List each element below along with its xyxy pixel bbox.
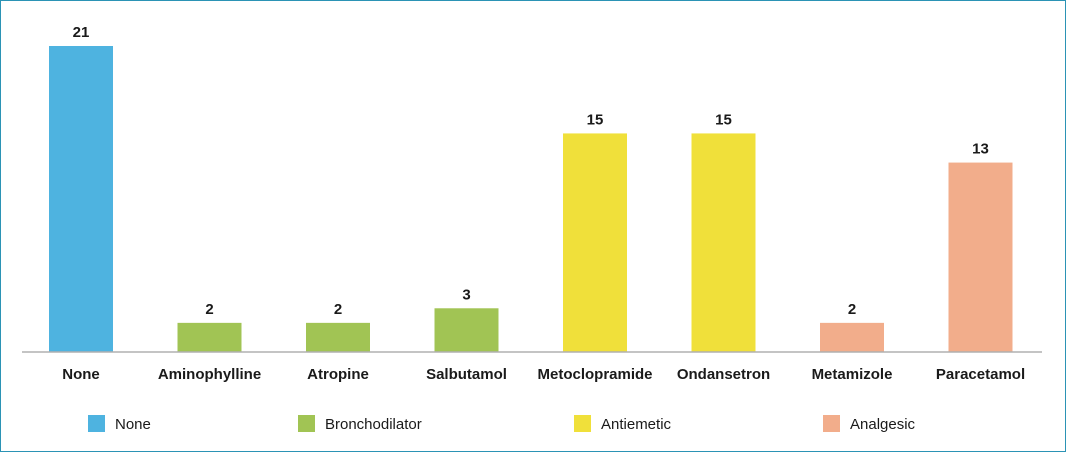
legend: None Bronchodilator Antiemetic Analgesic (88, 415, 916, 433)
bar-metamizole (820, 322, 884, 352)
data-label-metoclopramide: 15 (587, 111, 604, 128)
legend-label-none: None (115, 416, 151, 433)
bar-aminophylline (177, 322, 242, 352)
bars-group (49, 46, 1013, 352)
legend-label-bronchodilator: Bronchodilator (325, 416, 422, 433)
legend-swatch-bronchodilator (298, 415, 315, 432)
bar-paracetamol (948, 162, 1013, 352)
legend-label-analgesic: Analgesic (850, 416, 916, 433)
legend-label-antiemetic: Antiemetic (601, 416, 672, 433)
category-label-metoclopramide: Metoclopramide (537, 366, 652, 383)
bar-none (49, 46, 113, 352)
legend-swatch-antiemetic (574, 415, 591, 432)
data-label-ondansetron: 15 (715, 111, 732, 128)
category-label-none: None (62, 366, 100, 383)
labels-group: 21 None 2 Aminophylline 2 Atropine 3 Salbutamol… (62, 24, 1025, 383)
category-label-aminophylline: Aminophylline (158, 366, 261, 383)
category-label-salbutamol: Salbutamol (426, 366, 507, 383)
data-label-atropine: 2 (334, 301, 342, 318)
bar-ondansetron (691, 133, 756, 352)
bar-salbutamol (434, 308, 499, 352)
data-label-aminophylline: 2 (205, 301, 213, 318)
legend-swatch-none (88, 415, 105, 432)
legend-swatch-analgesic (823, 415, 840, 432)
data-label-salbutamol: 3 (462, 286, 470, 303)
data-label-metamizole: 2 (848, 301, 856, 318)
data-label-paracetamol: 13 (972, 141, 989, 158)
category-label-ondansetron: Ondansetron (677, 366, 770, 383)
data-label-none: 21 (73, 24, 90, 41)
bar-atropine (306, 322, 370, 352)
category-label-paracetamol: Paracetamol (936, 366, 1025, 383)
category-label-metamizole: Metamizole (812, 366, 893, 383)
bar-metoclopramide (563, 133, 627, 352)
category-label-atropine: Atropine (307, 366, 369, 383)
